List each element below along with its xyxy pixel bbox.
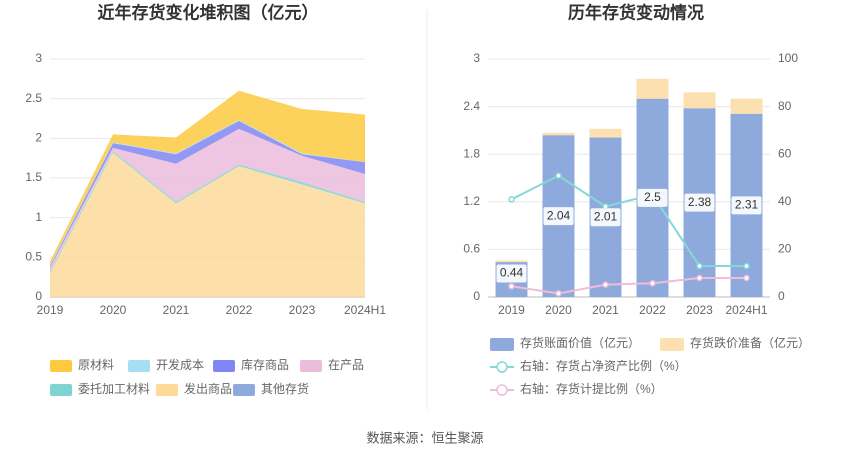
y-tick-label: 0.6 — [463, 242, 480, 256]
value-label-box — [590, 208, 621, 227]
y2-tick-label: 20 — [778, 242, 792, 256]
bar — [542, 132, 575, 136]
bar — [495, 260, 528, 263]
x-tick-label: 2023 — [686, 303, 713, 317]
legend-label: 原材料 — [78, 358, 114, 372]
y-tick-label: 1 — [35, 210, 42, 224]
value-label: 2.38 — [688, 195, 712, 209]
legend-swatch — [496, 384, 508, 396]
y-tick-label: 0 — [473, 289, 480, 303]
value-label-box — [543, 207, 574, 226]
x-tick-label: 2020 — [545, 303, 572, 317]
x-tick-label: 2021 — [592, 303, 619, 317]
legend-label: 右轴：存货计提比例（%） — [520, 381, 663, 396]
legend-label: 存货账面价值（亿元） — [520, 335, 640, 350]
area — [50, 90, 365, 266]
legend-swatch — [660, 338, 684, 351]
area — [50, 128, 365, 272]
x-tick-label: 2022 — [226, 303, 253, 317]
legend-swatch — [233, 384, 255, 396]
bar — [683, 92, 716, 109]
bar — [730, 98, 763, 114]
y-tick-label: 2.5 — [25, 91, 42, 105]
legend-label: 开发成本 — [156, 357, 204, 372]
legend-swatch — [300, 360, 322, 372]
legend-swatch — [128, 360, 150, 372]
line — [511, 276, 747, 295]
bar — [589, 128, 622, 138]
value-label-box — [496, 264, 527, 283]
legend-swatch — [156, 384, 178, 396]
y-tick-label: 0.5 — [25, 250, 42, 264]
line-point — [508, 196, 515, 203]
y2-tick-label: 80 — [778, 99, 792, 113]
y-tick-label: 0 — [35, 289, 42, 303]
y2-tick-label: 60 — [778, 146, 792, 160]
y2-tick-label: 100 — [778, 51, 798, 65]
line — [511, 174, 747, 268]
legend-label: 委托加工材料 — [78, 382, 150, 396]
line-point — [743, 262, 750, 270]
x-tick-label: 2023 — [289, 303, 316, 317]
value-label: 2.01 — [594, 209, 618, 223]
y-tick-label: 2 — [35, 131, 42, 145]
y2-tick-label: 40 — [778, 194, 792, 208]
line-point — [696, 262, 703, 270]
x-tick-label: 2022 — [639, 303, 666, 317]
value-label: 0.44 — [500, 266, 524, 280]
legend-swatch — [50, 384, 72, 396]
chart-title: 近年存货变化堆积图（亿元） — [98, 2, 319, 22]
legend-label: 其他存货 — [261, 381, 309, 396]
chart-title: 历年存货变动情况 — [568, 2, 704, 22]
line-point — [555, 290, 562, 297]
legend-swatch — [213, 360, 235, 372]
line-point — [649, 279, 656, 287]
legend-swatch — [496, 361, 508, 373]
legend-label: 库存商品 — [241, 357, 289, 372]
source: 数据来源：恒生聚源 — [366, 430, 483, 445]
area — [50, 152, 365, 297]
legend-label: 右轴：存货占净资产比例（%） — [520, 358, 687, 373]
line-point — [555, 172, 562, 179]
legend-swatch — [50, 360, 72, 372]
line-point — [696, 274, 703, 282]
y-tick-label: 1.2 — [463, 194, 480, 208]
x-tick-label: 2024H1 — [725, 303, 767, 317]
line-point — [602, 281, 609, 288]
y-tick-label: 2.4 — [463, 99, 480, 113]
value-label-box — [637, 188, 668, 207]
y2-tick-label: 0 — [778, 289, 785, 303]
x-tick-label: 2019 — [498, 303, 525, 317]
x-tick-label: 2024H1 — [344, 303, 386, 317]
y-tick-label: 3 — [35, 51, 42, 65]
legend-label: 在产品 — [328, 358, 364, 372]
value-label: 2.31 — [735, 198, 759, 212]
x-tick-label: 2020 — [100, 303, 127, 317]
y-tick-label: 3 — [473, 51, 480, 65]
value-label: 2.04 — [547, 208, 571, 222]
legend-label: 发出商品 — [184, 381, 232, 396]
legend-swatch — [490, 338, 514, 351]
value-label-box — [684, 193, 715, 212]
y-tick-label: 1.8 — [463, 146, 480, 160]
value-label-box — [731, 196, 762, 215]
bar — [636, 78, 669, 99]
line-point — [743, 274, 750, 282]
line-point — [508, 283, 515, 290]
y-tick-label: 1.5 — [25, 170, 42, 184]
legend-label: 存货跌价准备（亿元） — [690, 335, 810, 350]
value-label: 2.5 — [644, 190, 661, 204]
x-tick-label: 2019 — [37, 303, 64, 317]
x-tick-label: 2021 — [163, 303, 190, 317]
